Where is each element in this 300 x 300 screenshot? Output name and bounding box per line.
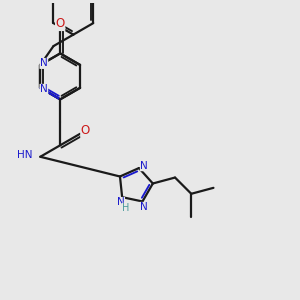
Text: O: O — [81, 124, 90, 137]
Text: O: O — [56, 17, 65, 31]
Text: N: N — [40, 58, 48, 68]
Text: N: N — [140, 161, 148, 171]
Text: H: H — [122, 203, 129, 213]
Text: N: N — [117, 197, 124, 208]
Text: N: N — [140, 202, 148, 212]
Text: N: N — [40, 84, 48, 94]
Text: HN: HN — [16, 150, 32, 160]
